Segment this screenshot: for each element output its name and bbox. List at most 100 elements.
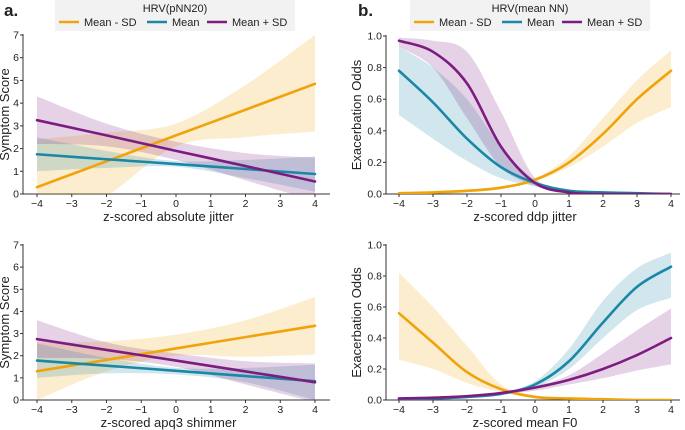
- x-tick-label: −2: [461, 198, 473, 210]
- x-tick-label: −3: [66, 198, 78, 210]
- y-tick-label: 0.2: [367, 157, 382, 169]
- y-tick-label: 0.0: [367, 395, 382, 407]
- x-tick-label: 3: [634, 404, 640, 416]
- y-tick-label: 0.4: [367, 125, 382, 137]
- y-tick-label: 4: [13, 306, 19, 318]
- y-tick-label: 1.0: [367, 240, 382, 252]
- y-tick-label: 7: [13, 240, 19, 252]
- y-axis-label: Symptom Score: [0, 68, 12, 160]
- x-tick-label: −3: [427, 198, 439, 210]
- y-tick-label: 1: [13, 372, 19, 384]
- series-line-1: [35, 82, 317, 189]
- legend-title: HRV(mean NN): [492, 3, 569, 15]
- legend-entry: Mean - SD: [439, 17, 492, 29]
- y-tick-label: 0.8: [367, 271, 382, 283]
- x-tick-label: 2: [243, 404, 249, 416]
- x-axis-label: z-scored mean F0: [473, 415, 578, 430]
- series-line-3: [35, 118, 317, 183]
- x-tick-label: −1: [135, 198, 147, 210]
- x-tick-label: −2: [101, 404, 113, 416]
- plot-area: [397, 252, 673, 400]
- y-tick-label: 7: [13, 30, 19, 42]
- x-tick-label: 0: [173, 404, 179, 416]
- y-tick-label: 0: [13, 395, 19, 407]
- confidence-band-2: [399, 252, 671, 400]
- plot-area: [35, 35, 317, 194]
- x-tick-label: −4: [31, 198, 43, 210]
- plot-area: [35, 297, 317, 400]
- x-tick-label: 2: [600, 198, 606, 210]
- x-tick-label: 4: [312, 198, 318, 210]
- x-tick-label: −2: [101, 198, 113, 210]
- y-axis-label: Exacerbation Odds: [349, 267, 364, 378]
- y-tick-label: 5: [13, 284, 19, 296]
- legend-entry: Mean: [527, 17, 555, 29]
- y-tick-label: 3: [13, 328, 19, 340]
- x-tick-label: 2: [600, 404, 606, 416]
- y-tick-label: 5: [13, 75, 19, 87]
- legend-entry: Mean + SD: [587, 17, 642, 29]
- x-tick-label: 3: [277, 404, 283, 416]
- x-tick-label: 1: [566, 198, 572, 210]
- legend-box: [55, 0, 295, 31]
- y-tick-label: 0.6: [367, 302, 382, 314]
- x-axis-label: z-scored absolute jitter: [103, 209, 234, 224]
- legend-entry: Mean + SD: [232, 17, 287, 29]
- y-axis-label: Symptom Score: [0, 276, 12, 368]
- x-tick-label: 1: [566, 404, 572, 416]
- y-tick-label: 1: [13, 166, 19, 178]
- y-tick-label: 0.0: [367, 189, 382, 201]
- legend-entry: Mean - SD: [84, 17, 137, 29]
- y-tick-label: 0.6: [367, 94, 382, 106]
- series-line-1: [397, 69, 673, 194]
- x-tick-label: 4: [312, 404, 318, 416]
- x-tick-label: 0: [532, 198, 538, 210]
- x-tick-label: −4: [393, 404, 405, 416]
- x-tick-label: 3: [277, 198, 283, 210]
- chart-panel-2: −4 −3 −2 −1 0 1 2 3 4 0.0 0.2 0.4 0.6 0.8 1.0 z-scored …: [349, 0, 680, 224]
- x-tick-label: −1: [135, 404, 147, 416]
- y-tick-label: 2: [13, 350, 19, 362]
- x-tick-label: −2: [461, 404, 473, 416]
- x-tick-label: −1: [495, 198, 507, 210]
- x-tick-label: −1: [495, 404, 507, 416]
- y-axis-label: Exacerbation Odds: [349, 59, 364, 170]
- series-line-1: [397, 311, 673, 400]
- legend-entry: Mean: [172, 17, 200, 29]
- series-line-3: [397, 39, 673, 194]
- y-tick-label: 4: [13, 98, 19, 110]
- y-tick-label: 6: [13, 262, 19, 274]
- chart-panel-4: −4 −3 −2 −1 0 1 2 3 4 0.0 0.2 0.4 0.6 0.8 1.0 z-scored …: [349, 240, 680, 430]
- x-tick-label: 0: [173, 198, 179, 210]
- x-tick-label: 3: [634, 198, 640, 210]
- confidence-band-1: [399, 272, 671, 400]
- legend: HRV(pNN20) Mean - SD Mean Mean + SD: [55, 0, 295, 31]
- y-tick-label: 0.4: [367, 333, 382, 345]
- panel-label-b: b.: [358, 1, 373, 20]
- y-tick-label: 0.2: [367, 364, 382, 376]
- y-tick-label: 3: [13, 120, 19, 132]
- x-tick-label: 1: [208, 404, 214, 416]
- legend-title: HRV(pNN20): [143, 3, 208, 15]
- x-tick-label: −3: [66, 404, 78, 416]
- series-line-3: [35, 337, 317, 384]
- y-tick-label: 0: [13, 189, 19, 201]
- confidence-band-1: [37, 35, 315, 194]
- x-tick-label: 2: [243, 198, 249, 210]
- x-tick-label: 4: [668, 198, 674, 210]
- x-tick-label: −4: [31, 404, 43, 416]
- y-tick-label: 2: [13, 143, 19, 155]
- confidence-band-3: [399, 37, 671, 194]
- x-tick-label: −4: [393, 198, 405, 210]
- x-axis-label: z-scored apq3 shimmer: [101, 415, 237, 430]
- y-tick-label: 1.0: [367, 31, 382, 43]
- y-tick-label: 6: [13, 52, 19, 64]
- x-tick-label: 4: [668, 404, 674, 416]
- x-tick-label: 1: [208, 198, 214, 210]
- legend-box: [410, 0, 650, 31]
- series-line-3: [397, 336, 673, 400]
- panel-label-a: a.: [4, 1, 18, 20]
- x-axis-label: z-scored ddp jitter: [473, 209, 577, 224]
- y-tick-label: 0.8: [367, 62, 382, 74]
